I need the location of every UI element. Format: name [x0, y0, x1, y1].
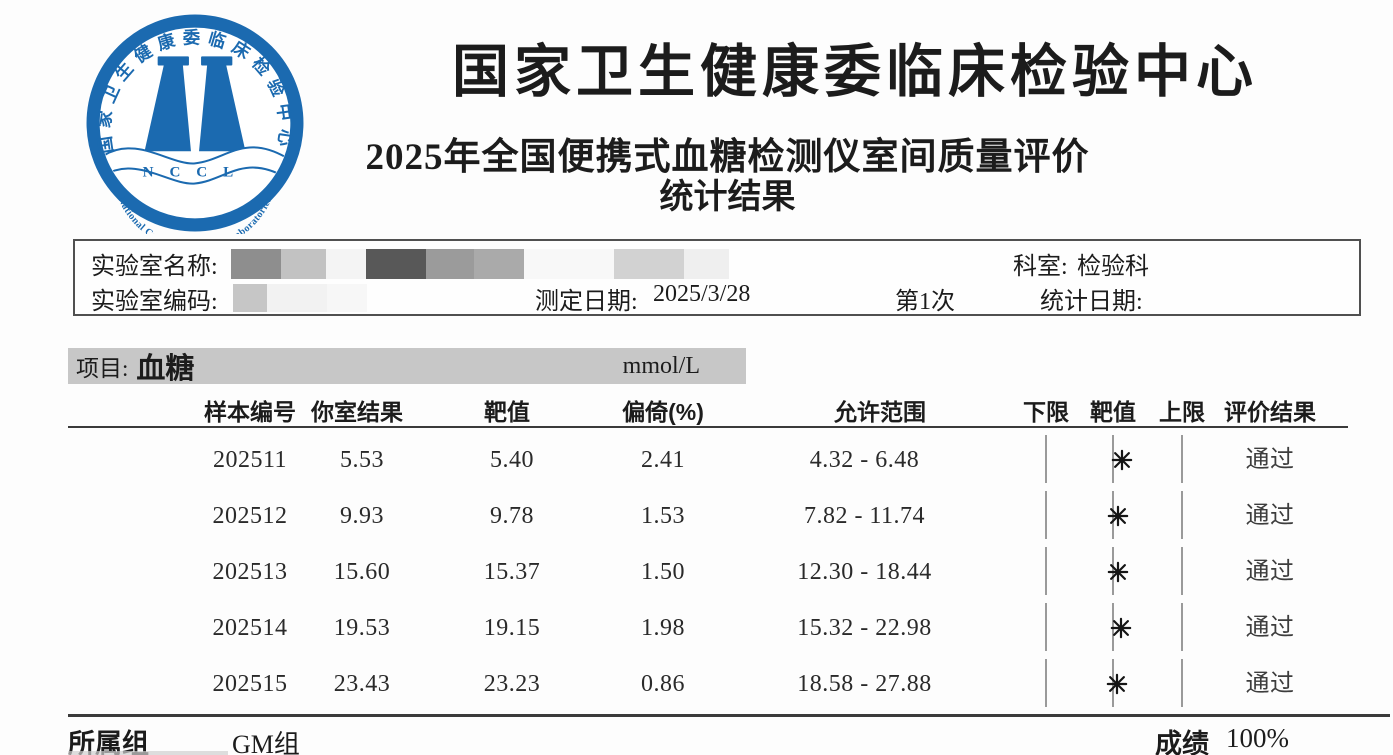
logo-acronym: N C C L [143, 164, 240, 180]
round-number: 第1次 [895, 289, 955, 315]
range-chart [1045, 544, 1185, 600]
page-title: 国家卫生健康委临床检验中心 [452, 41, 1258, 104]
stat-date-label: 统计日期: [1040, 289, 1143, 315]
lab-result: 23.43 [333, 671, 391, 697]
allowed-range: 7.82 - 11.74 [803, 503, 926, 529]
report-subtitle-2: 统计结果 [659, 179, 796, 216]
target-value: 15.37 [483, 559, 541, 585]
allowed-range: 4.32 - 6.48 [809, 447, 920, 473]
sample-id: 202515 [212, 671, 288, 697]
dept-value: 检验科 [1077, 254, 1149, 280]
upper-limit-line [1181, 491, 1183, 539]
table-row: 202515 23.43 23.23 0.86 18.58 - 27.88 通过 [0, 656, 1393, 712]
asterisk-star-icon [1110, 617, 1132, 639]
sample-id: 202512 [212, 503, 288, 529]
upper-limit-line [1181, 603, 1183, 651]
col-header-range: 允许范围 [834, 399, 926, 425]
sample-id: 202513 [212, 559, 288, 585]
project-name: 血糖 [136, 353, 195, 385]
report-subtitle: 2025年全国便携式血糖检测仪室间质量评价 [365, 137, 1090, 178]
target-value: 23.23 [483, 671, 541, 697]
flask-icon [144, 56, 246, 152]
lab-code-label: 实验室编码: [91, 289, 218, 315]
project-label: 项目: [76, 356, 129, 381]
asterisk-star-icon [1107, 505, 1129, 527]
target-value: 5.40 [490, 447, 534, 473]
col-header-target-line: 靶值 [1090, 399, 1136, 425]
lab-result: 5.53 [340, 447, 384, 473]
table-row: 202514 19.53 19.15 1.98 15.32 - 22.98 通过 [0, 600, 1393, 656]
nccl-logo: 国家卫生健康委临床检验中心 National Center for Clinic… [86, 14, 304, 234]
redacted-lab-code [233, 284, 367, 312]
lab-name-label: 实验室名称: [91, 254, 218, 280]
lower-limit-line [1045, 491, 1047, 539]
bias-percent: 1.50 [641, 559, 685, 585]
evaluation-result: 通过 [1245, 615, 1295, 641]
range-chart [1045, 600, 1185, 656]
range-chart [1045, 656, 1185, 712]
evaluation-result: 通过 [1245, 671, 1295, 697]
col-header-target: 靶值 [484, 399, 530, 425]
test-date-label: 测定日期: [535, 289, 638, 315]
range-chart [1045, 432, 1185, 488]
lab-result: 15.60 [333, 559, 391, 585]
target-value: 9.78 [490, 503, 534, 529]
evaluation-result: 通过 [1245, 503, 1295, 529]
scan-cutoff-artifact [68, 751, 228, 755]
group-label: 所属组 [68, 729, 149, 755]
dept-label: 科室: [1013, 254, 1068, 280]
header-divider [68, 426, 1348, 428]
bias-percent: 0.86 [641, 671, 685, 697]
evaluation-result: 通过 [1245, 447, 1295, 473]
sample-id: 202511 [212, 447, 288, 473]
asterisk-star-icon [1107, 561, 1129, 583]
col-header-upper: 上限 [1159, 399, 1205, 425]
allowed-range: 12.30 - 18.44 [797, 559, 932, 585]
group-value: GM组 [232, 730, 300, 755]
table-row: 202513 15.60 15.37 1.50 12.30 - 18.44 通过 [0, 544, 1393, 600]
col-header-result: 你室结果 [311, 399, 403, 425]
lower-limit-line [1045, 659, 1047, 707]
range-chart [1045, 488, 1185, 544]
bias-percent: 1.98 [641, 615, 685, 641]
lab-result: 19.53 [333, 615, 391, 641]
col-header-lower: 下限 [1023, 399, 1069, 425]
col-header-bias: 偏倚(%) [622, 399, 704, 425]
test-date-value: 2025/3/28 [653, 281, 751, 307]
logo-ring [86, 14, 304, 232]
project-bar: 项目: 血糖 mmol/L [68, 348, 746, 385]
allowed-range: 18.58 - 27.88 [797, 671, 932, 697]
upper-limit-line [1181, 547, 1183, 595]
sample-id: 202514 [212, 615, 288, 641]
allowed-range: 15.32 - 22.98 [797, 615, 932, 641]
col-header-evaluation: 评价结果 [1224, 399, 1316, 425]
table-row: 202511 5.53 5.40 2.41 4.32 - 6.48 通过 [0, 432, 1393, 488]
score-value: 100% [1226, 723, 1289, 753]
asterisk-star-icon [1106, 673, 1128, 695]
lower-limit-line [1045, 603, 1047, 651]
lower-limit-line [1045, 435, 1047, 483]
redacted-lab-name [231, 249, 729, 279]
upper-limit-line [1181, 659, 1183, 707]
lab-info-box: 实验室名称: 科室: 检验科 实验室编码: 测定日期: 2025/3/28 第1… [73, 239, 1361, 316]
lab-result: 9.93 [340, 503, 384, 529]
upper-limit-line [1181, 435, 1183, 483]
target-value: 19.15 [483, 615, 541, 641]
lower-limit-line [1045, 547, 1047, 595]
col-header-sample: 样本编号 [204, 399, 296, 425]
asterisk-star-icon [1111, 449, 1133, 471]
score-label: 成绩 [1155, 729, 1209, 755]
bias-percent: 1.53 [641, 503, 685, 529]
footer-divider [68, 714, 1390, 717]
evaluation-result: 通过 [1245, 559, 1295, 585]
bias-percent: 2.41 [641, 447, 685, 473]
project-unit: mmol/L [622, 352, 700, 379]
table-row: 202512 9.93 9.78 1.53 7.82 - 11.74 通过 [0, 488, 1393, 544]
